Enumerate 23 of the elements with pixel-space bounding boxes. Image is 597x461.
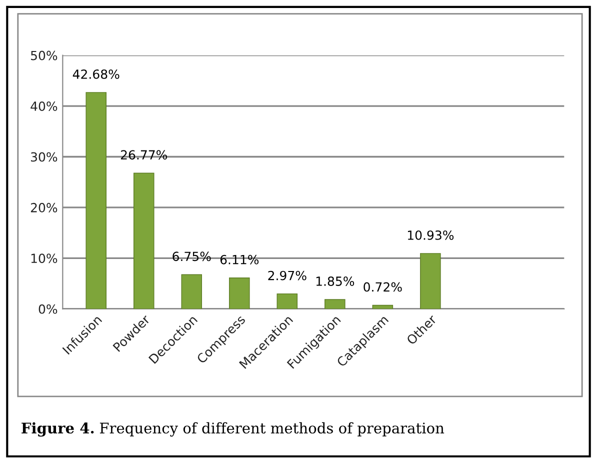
- data-label: 42.68%: [72, 69, 120, 79]
- caption: Figure 4.: [22, 422, 94, 437]
- bar: [133, 172, 154, 309]
- y-tick-label: 0%: [38, 304, 58, 314]
- bar: [229, 278, 250, 309]
- data-label: 1.85%: [316, 276, 354, 286]
- y-tick-label: 10%: [31, 254, 58, 264]
- data-label: 0.72%: [364, 282, 402, 292]
- text: Frequency of different methods of preparation: [100, 422, 444, 437]
- bar: [276, 293, 298, 309]
- data-label: 2.97%: [268, 270, 306, 280]
- data-label: 26.77%: [120, 150, 168, 160]
- y-tick-label: 30%: [30, 152, 58, 162]
- y-tick-label: 50%: [31, 50, 58, 60]
- y-tick-label: 40%: [30, 102, 58, 111]
- bar: [181, 274, 202, 309]
- bar: [420, 253, 441, 309]
- y-tick-label: 20%: [30, 202, 58, 212]
- data-label: 6.11%: [220, 254, 259, 264]
- bar: [86, 92, 106, 309]
- bar: [324, 299, 346, 309]
- data-label: 6.75%: [172, 252, 211, 262]
- data-label: 10.93%: [408, 230, 454, 240]
